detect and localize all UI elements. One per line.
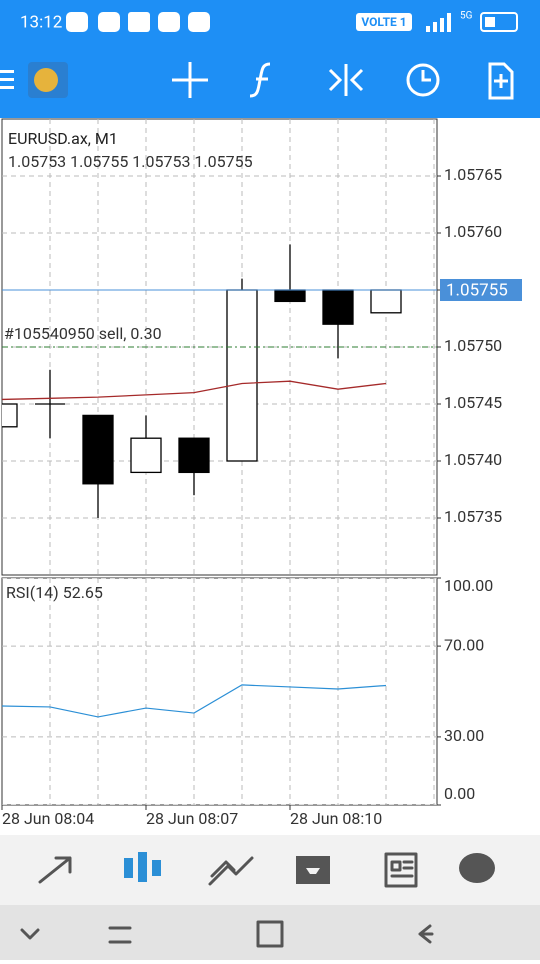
rsi-plot xyxy=(2,578,437,805)
y-tick-label: 30.00 xyxy=(444,726,484,745)
candle-body xyxy=(82,414,114,485)
candle-body xyxy=(370,289,402,314)
x-tick-label: 28 Jun 08:04 xyxy=(2,809,94,828)
moving-average xyxy=(2,380,387,401)
trade-tab[interactable] xyxy=(208,856,254,886)
chat-tab[interactable] xyxy=(459,853,495,883)
y-tick-label: 100.00 xyxy=(444,576,493,595)
signal-bars xyxy=(426,13,451,32)
new-order-button[interactable] xyxy=(488,62,514,100)
volte-badge xyxy=(356,13,412,31)
y-tick-label: 0.00 xyxy=(444,784,475,803)
clock: 13:12 xyxy=(20,12,62,32)
system-nav xyxy=(0,905,540,960)
y-tick-label: 1.05735 xyxy=(444,507,502,526)
y-tick-label: 1.05745 xyxy=(444,393,502,412)
indicators-button[interactable] xyxy=(249,62,271,98)
y-tick-label: 1.05740 xyxy=(444,450,502,469)
x-tick-label: 28 Jun 08:07 xyxy=(146,809,238,828)
x-tick-label: 28 Jun 08:10 xyxy=(290,809,382,828)
network-label: VOLTE 1 xyxy=(361,15,406,29)
candle-body xyxy=(2,403,18,428)
candle-body xyxy=(130,437,162,474)
candle-body xyxy=(178,437,210,474)
battery xyxy=(480,12,518,32)
status-icons xyxy=(66,12,210,32)
crosshair-button[interactable] xyxy=(172,62,208,98)
trade-button[interactable] xyxy=(328,64,364,96)
battery-level xyxy=(485,17,495,27)
quotes-tab[interactable] xyxy=(38,856,72,884)
menu-button[interactable] xyxy=(0,70,14,89)
chart-tab[interactable] xyxy=(124,852,161,882)
y-tick-label: 1.05760 xyxy=(444,222,502,241)
order-label: #105540950 sell, 0.30 xyxy=(4,324,162,343)
y-tick-label: 1.05765 xyxy=(444,165,502,184)
logo-mark xyxy=(34,68,58,92)
toolbar-icons xyxy=(172,62,514,100)
signal-type: 5G xyxy=(460,11,473,22)
chart-title: EURUSD.ax, M1 xyxy=(8,129,118,148)
candle-body xyxy=(274,289,306,303)
price-plot xyxy=(2,119,437,575)
candle-body xyxy=(322,289,354,325)
last-price-label: 1.05755 xyxy=(446,280,508,300)
history-button[interactable] xyxy=(406,63,440,97)
candle-body xyxy=(226,289,258,462)
history-tab[interactable] xyxy=(296,856,330,884)
last-price-tag xyxy=(440,279,522,301)
system-buttons[interactable] xyxy=(20,920,434,948)
bottom-nav xyxy=(0,835,540,905)
news-tab[interactable] xyxy=(384,852,418,888)
y-tick-label: 70.00 xyxy=(444,635,484,654)
ohlc-readout: 1.05753 1.05755 1.05753 1.05755 xyxy=(8,152,253,171)
rsi-line xyxy=(2,684,387,718)
y-tick-label: 1.05750 xyxy=(444,336,502,355)
rsi-title: RSI(14) 52.65 xyxy=(6,583,103,602)
